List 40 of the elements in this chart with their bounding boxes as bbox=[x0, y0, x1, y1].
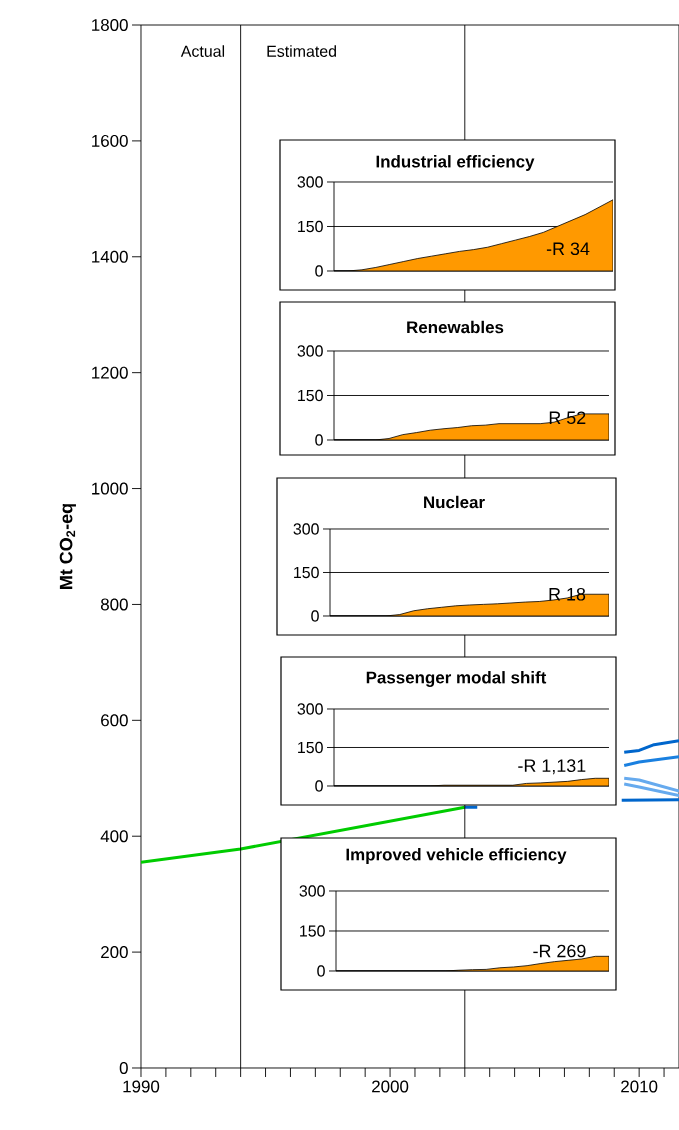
y-tick-label: 0 bbox=[315, 434, 323, 446]
annotation: Estimated bbox=[267, 45, 336, 57]
y-tick-label: 300 bbox=[297, 703, 323, 715]
y-tick-label: 1800 bbox=[92, 19, 128, 32]
x-tick-label: 1990 bbox=[123, 1080, 160, 1093]
y-tick-label: 0 bbox=[315, 780, 323, 792]
y-tick-label: 0 bbox=[317, 965, 325, 977]
y-tick-label: 150 bbox=[298, 220, 323, 233]
y-tick-label: 300 bbox=[299, 885, 325, 897]
y-tick-label: 1000 bbox=[92, 482, 128, 495]
x-tick-label: 2000 bbox=[372, 1080, 409, 1093]
annotation: -R 1,131 bbox=[518, 759, 586, 775]
y-tick-label: 300 bbox=[297, 176, 323, 188]
x-tick-label: 2010 bbox=[621, 1080, 658, 1093]
y-axis-title: Mt CO$_{2}$-eq bbox=[59, 504, 76, 589]
annotation: R 52 bbox=[549, 411, 586, 425]
annotation: -R 34 bbox=[546, 242, 590, 256]
y-tick-label: 150 bbox=[298, 389, 323, 402]
y-tick-label: 150 bbox=[294, 566, 319, 579]
y-tick-label: 800 bbox=[100, 598, 128, 611]
annotation: -R 269 bbox=[533, 944, 586, 958]
y-tick-label: 0 bbox=[315, 265, 323, 277]
chart-title: Nuclear bbox=[424, 495, 485, 509]
y-tick-label: 0 bbox=[119, 1061, 128, 1074]
y-tick-label: 400 bbox=[100, 830, 128, 843]
y-tick-label: 200 bbox=[101, 946, 128, 959]
y-tick-label: 150 bbox=[300, 925, 325, 937]
y-tick-label: 150 bbox=[298, 741, 323, 754]
y-tick-label: 1400 bbox=[92, 250, 128, 263]
y-tick-label: 1200 bbox=[92, 366, 128, 379]
y-tick-label: 600 bbox=[101, 714, 128, 727]
y-tick-label: 300 bbox=[297, 345, 323, 357]
y-tick-label: 0 bbox=[311, 610, 319, 622]
y-tick-label: 300 bbox=[293, 523, 319, 535]
chart-title: Passenger modal shift bbox=[366, 671, 547, 687]
y-tick-label: 1600 bbox=[92, 134, 128, 147]
chart-title: Renewables bbox=[407, 320, 504, 334]
chart-title: Improved vehicle efficiency bbox=[346, 848, 567, 864]
ref-line-label: Actual bbox=[180, 45, 225, 57]
chart-title: Industrial efficiency bbox=[376, 155, 535, 171]
